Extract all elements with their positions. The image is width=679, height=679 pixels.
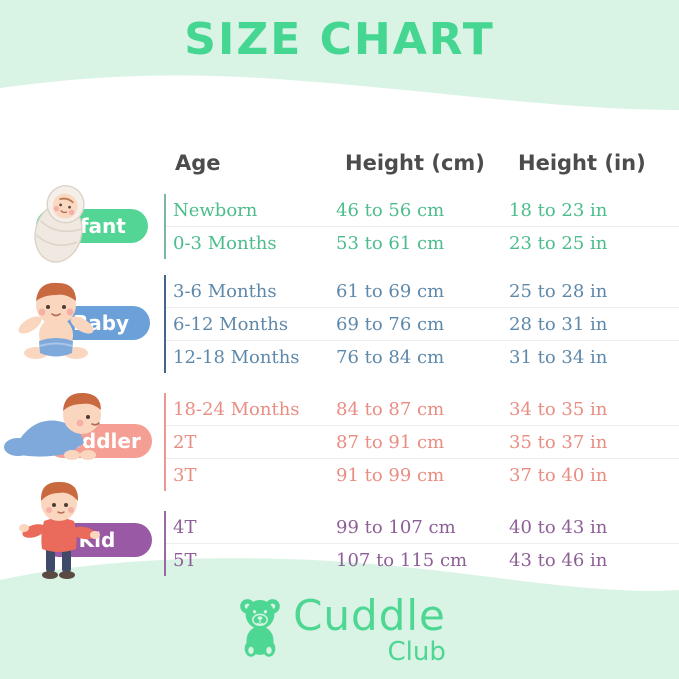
- height-cm-cell: 46 to 56 cm: [336, 199, 445, 221]
- age-cell: Newborn: [173, 199, 258, 221]
- toddler-rows: 18-24 Months 84 to 87 cm 34 to 35 in 2T …: [164, 393, 679, 491]
- baby-label-area: Baby: [0, 275, 164, 373]
- height-in-cell: 25 to 28 in: [509, 280, 608, 302]
- table-row: 3-6 Months 61 to 69 cm 25 to 28 in: [166, 275, 679, 307]
- header-age: Age: [175, 151, 221, 175]
- crawling-toddler-illustration: [4, 392, 101, 460]
- age-cell: 18-24 Months: [173, 398, 300, 420]
- age-cell: 5T: [173, 549, 197, 571]
- height-in-cell: 34 to 35 in: [509, 398, 608, 420]
- height-cm-cell: 53 to 61 cm: [336, 232, 445, 254]
- toddler-label-area: Toddler: [0, 392, 164, 491]
- age-cell: 0-3 Months: [173, 232, 277, 254]
- size-table: Age Height (cm) Height (in) Infant: [0, 146, 679, 579]
- age-cell: 6-12 Months: [173, 313, 289, 335]
- height-cm-cell: 61 to 69 cm: [336, 280, 445, 302]
- height-in-cell: 23 to 25 in: [509, 232, 608, 254]
- size-group-infant: Infant: [0, 185, 679, 263]
- table-header-row: Age Height (cm) Height (in): [0, 146, 679, 180]
- height-cm-cell: 76 to 84 cm: [336, 346, 445, 368]
- infant-label-area: Infant: [0, 185, 164, 263]
- table-row: 4T 99 to 107 cm 40 to 43 in: [166, 511, 679, 543]
- header-height-in: Height (in): [518, 151, 646, 175]
- standing-kid-illustration: [19, 481, 100, 579]
- height-cm-cell: 84 to 87 cm: [336, 398, 445, 420]
- page-title: SIZE CHART: [184, 14, 495, 65]
- infant-rows: Newborn 46 to 56 cm 18 to 23 in 0-3 Mont…: [164, 194, 679, 259]
- table-row: 2T 87 to 91 cm 35 to 37 in: [166, 425, 679, 458]
- height-in-cell: 28 to 31 in: [509, 313, 608, 335]
- height-cm-cell: 69 to 76 cm: [336, 313, 445, 335]
- table-row: 3T 91 to 99 cm 37 to 40 in: [166, 458, 679, 491]
- swaddled-infant-illustration: [34, 185, 85, 263]
- table-row: 0-3 Months 53 to 61 cm 23 to 25 in: [166, 226, 679, 259]
- age-cell: 2T: [173, 431, 197, 453]
- baby-rows: 3-6 Months 61 to 69 cm 25 to 28 in 6-12 …: [164, 275, 679, 373]
- size-group-kid: Kid: [0, 481, 679, 579]
- table-row: 6-12 Months 69 to 76 cm 28 to 31 in: [166, 307, 679, 340]
- height-cm-cell: 91 to 99 cm: [336, 464, 445, 486]
- height-in-cell: 37 to 40 in: [509, 464, 608, 486]
- table-row: 18-24 Months 84 to 87 cm 34 to 35 in: [166, 393, 679, 425]
- brand-text: Cuddle Club: [293, 591, 446, 667]
- height-in-cell: 40 to 43 in: [509, 516, 608, 538]
- height-in-cell: 43 to 46 in: [509, 549, 608, 571]
- height-cm-cell: 107 to 115 cm: [336, 549, 468, 571]
- height-cm-cell: 87 to 91 cm: [336, 431, 445, 453]
- brand-name: Cuddle: [293, 591, 446, 640]
- age-cell: 4T: [173, 516, 197, 538]
- height-in-cell: 31 to 34 in: [509, 346, 608, 368]
- table-row: Newborn 46 to 56 cm 18 to 23 in: [166, 194, 679, 226]
- height-in-cell: 18 to 23 in: [509, 199, 608, 221]
- kid-rows: 4T 99 to 107 cm 40 to 43 in 5T 107 to 11…: [164, 511, 679, 576]
- age-cell: 3T: [173, 464, 197, 486]
- brand-logo: Cuddle Club: [0, 595, 679, 665]
- header-height-cm: Height (cm): [345, 151, 485, 175]
- size-group-baby: Baby: [0, 275, 679, 373]
- table-row: 5T 107 to 115 cm 43 to 46 in: [166, 543, 679, 576]
- table-row: 12-18 Months 76 to 84 cm 31 to 34 in: [166, 340, 679, 373]
- kid-label-area: Kid: [0, 481, 164, 579]
- teddy-bear-icon: [240, 599, 280, 657]
- height-in-cell: 35 to 37 in: [509, 431, 608, 453]
- age-cell: 3-6 Months: [173, 280, 277, 302]
- age-cell: 12-18 Months: [173, 346, 300, 368]
- sitting-baby-illustration: [18, 282, 94, 359]
- brand-subname: Club: [387, 637, 446, 667]
- height-cm-cell: 99 to 107 cm: [336, 516, 456, 538]
- size-group-toddler: Toddler 18-24 Months 84 to 87 c: [0, 392, 679, 491]
